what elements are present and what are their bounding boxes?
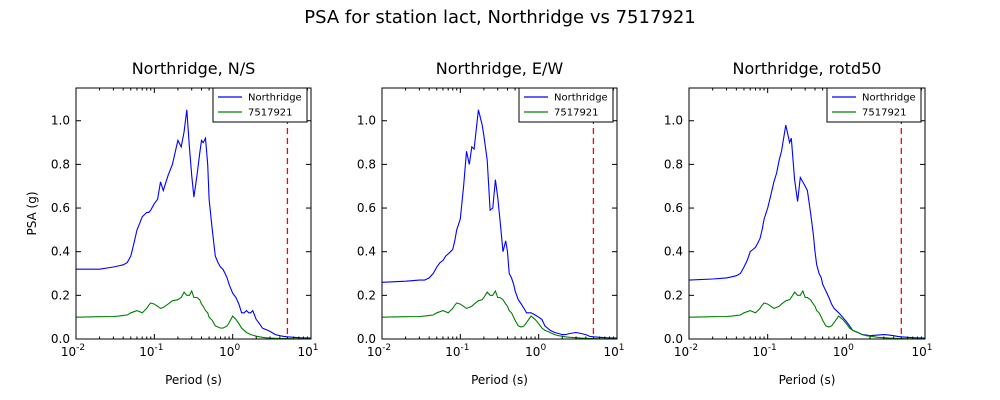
series-group [382,109,617,339]
y-tick-label: 1.0 [357,114,376,128]
x-tick-exponent: 1 [313,343,319,353]
y-tick-label: 0.4 [357,245,376,259]
series-line-northridge [689,124,925,339]
x-tick-exponent: 0 [848,343,854,353]
x-tick-label: 101 [911,343,932,359]
y-tick-label: 0.4 [51,245,70,259]
legend-label: 7517921 [248,108,293,119]
legend-label: 7517921 [554,108,599,119]
series-group [689,124,925,339]
y-tick-label: 0.4 [664,245,683,259]
x-tick-label: 10-2 [367,343,391,359]
legend-label: 7517921 [862,108,907,119]
x-tick-label: 10-2 [674,343,698,359]
y-tick-label: 1.0 [51,114,70,128]
chart-panel-1: Northridge, N/S0.00.20.40.60.81.010-2 10-… [25,59,319,387]
x-tick-exponent: -2 [382,343,391,353]
series-group [76,109,311,339]
x-tick-exponent: 0 [234,343,240,353]
x-tick-exponent: -2 [689,343,698,353]
x-tick-exponent: 1 [927,343,933,353]
x-tick-exponent: -1 [768,343,777,353]
y-tick-label: 0.0 [664,332,683,346]
series-line-simulation [382,289,617,339]
legend: Northridge 7517921 [826,87,922,123]
x-axis-label: Period (s) [779,373,836,387]
x-tick-label: 10-1 [445,343,469,359]
legend-label: Northridge [862,93,916,104]
legend: Northridge 7517921 [518,87,614,123]
x-tick-label: 100 [833,343,854,359]
x-axis-label: Period (s) [471,373,528,387]
chart-panel-2: Northridge, E/W0.00.20.40.60.81.010-2 10-… [357,59,625,387]
x-tick-label: 100 [219,343,240,359]
plot-frame [688,87,926,340]
x-tick-exponent: -1 [460,343,469,353]
x-tick-exponent: 1 [619,343,625,353]
chart-panel-3: Northridge, rotd500.00.20.40.60.81.010-2… [664,59,933,387]
legend-box [518,87,614,123]
y-tick-label: 0.8 [51,157,70,171]
y-tick-label: 0.6 [664,201,683,215]
y-tick-label: 0.8 [664,157,683,171]
chart-title: Northridge, N/S [132,59,256,78]
figure-suptitle: PSA for station lact, Northridge vs 7517… [304,7,696,28]
chart-title: Northridge, rotd50 [733,59,882,78]
y-tick-label: 0.2 [357,288,376,302]
x-tick-exponent: 0 [540,343,546,353]
y-tick-label: 0.0 [357,332,376,346]
x-tick-label: 10-1 [139,343,163,359]
x-axis-label: Period (s) [165,373,222,387]
plot-frame [75,87,312,340]
y-tick-label: 0.2 [51,288,70,302]
series-line-simulation [689,289,925,339]
legend-box [212,87,308,123]
y-tick-label: 1.0 [664,114,683,128]
y-tick-label: 0.0 [51,332,70,346]
x-tick-label: 101 [603,343,624,359]
plot-frame [381,87,618,340]
x-tick-label: 10-2 [61,343,85,359]
x-tick-exponent: -2 [76,343,85,353]
x-tick-label: 100 [525,343,546,359]
x-tick-exponent: -1 [154,343,163,353]
y-tick-label: 0.6 [51,201,70,215]
legend-label: Northridge [248,93,302,104]
legend-box [826,87,922,123]
series-line-simulation [76,289,311,339]
x-tick-label: 101 [297,343,318,359]
chart-title: Northridge, E/W [436,59,564,78]
x-tick-label: 10-1 [753,343,777,359]
legend: Northridge 7517921 [212,87,308,123]
chart-panels: Northridge, N/S0.00.20.40.60.81.010-2 10-… [25,59,933,387]
series-line-northridge [382,109,617,339]
legend-label: Northridge [554,93,608,104]
y-axis-label: PSA (g) [25,191,39,235]
y-tick-label: 0.2 [664,288,683,302]
y-tick-label: 0.6 [357,201,376,215]
y-tick-label: 0.8 [357,157,376,171]
series-line-northridge [76,109,311,339]
